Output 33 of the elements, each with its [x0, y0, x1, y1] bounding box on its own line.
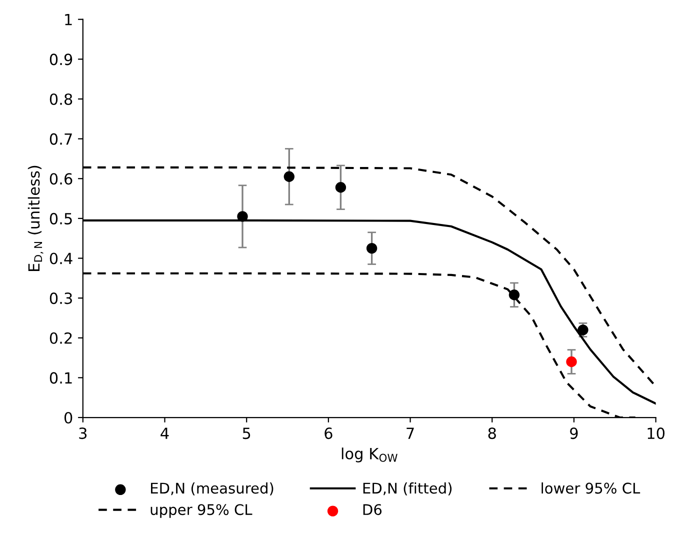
point [578, 324, 588, 336]
x-tick-label: 6 [324, 428, 332, 440]
point [508, 290, 520, 300]
x-tick-label: 3 [79, 428, 87, 440]
x-tick-label: 10 [648, 428, 665, 440]
legend-label: D6 [363, 504, 382, 516]
x-tick-label: 5 [242, 428, 250, 440]
legend-label: upper 95% CL [150, 504, 252, 518]
y-axis-title: E$_{D,N}$ (unitless) [28, 166, 44, 271]
point [566, 356, 577, 368]
legend-label: ED,N (fitted) [363, 482, 452, 496]
y-tick-label: 0.3 [50, 292, 72, 304]
x-axis-title: log K$_{OW}$ [342, 448, 398, 462]
y-tick-label: 1 [65, 14, 72, 26]
y-tick-label: 0.5 [50, 212, 72, 224]
point [237, 211, 248, 222]
legend-label: lower 95% CL [542, 482, 640, 494]
point [366, 242, 378, 254]
y-tick-label: 0.9 [50, 54, 72, 66]
y-tick-label: 0.8 [50, 93, 72, 106]
x-tick-label: 8 [488, 428, 496, 440]
x-tick-label: 9 [570, 428, 578, 440]
y-tick-label: 0.4 [50, 252, 72, 264]
y-tick-label: 0.7 [50, 133, 72, 145]
point [335, 182, 346, 193]
y-tick-label: 0.2 [50, 332, 72, 344]
x-tick-label: 4 [160, 428, 169, 439]
y-tick-label: 0 [64, 412, 72, 424]
y-tick-label: 0.1 [50, 372, 72, 384]
x-tick-label: 7 [406, 428, 414, 439]
legend-label: ED,N (measured) [151, 482, 274, 496]
point [284, 171, 294, 182]
y-tick-label: 0.6 [50, 173, 72, 185]
